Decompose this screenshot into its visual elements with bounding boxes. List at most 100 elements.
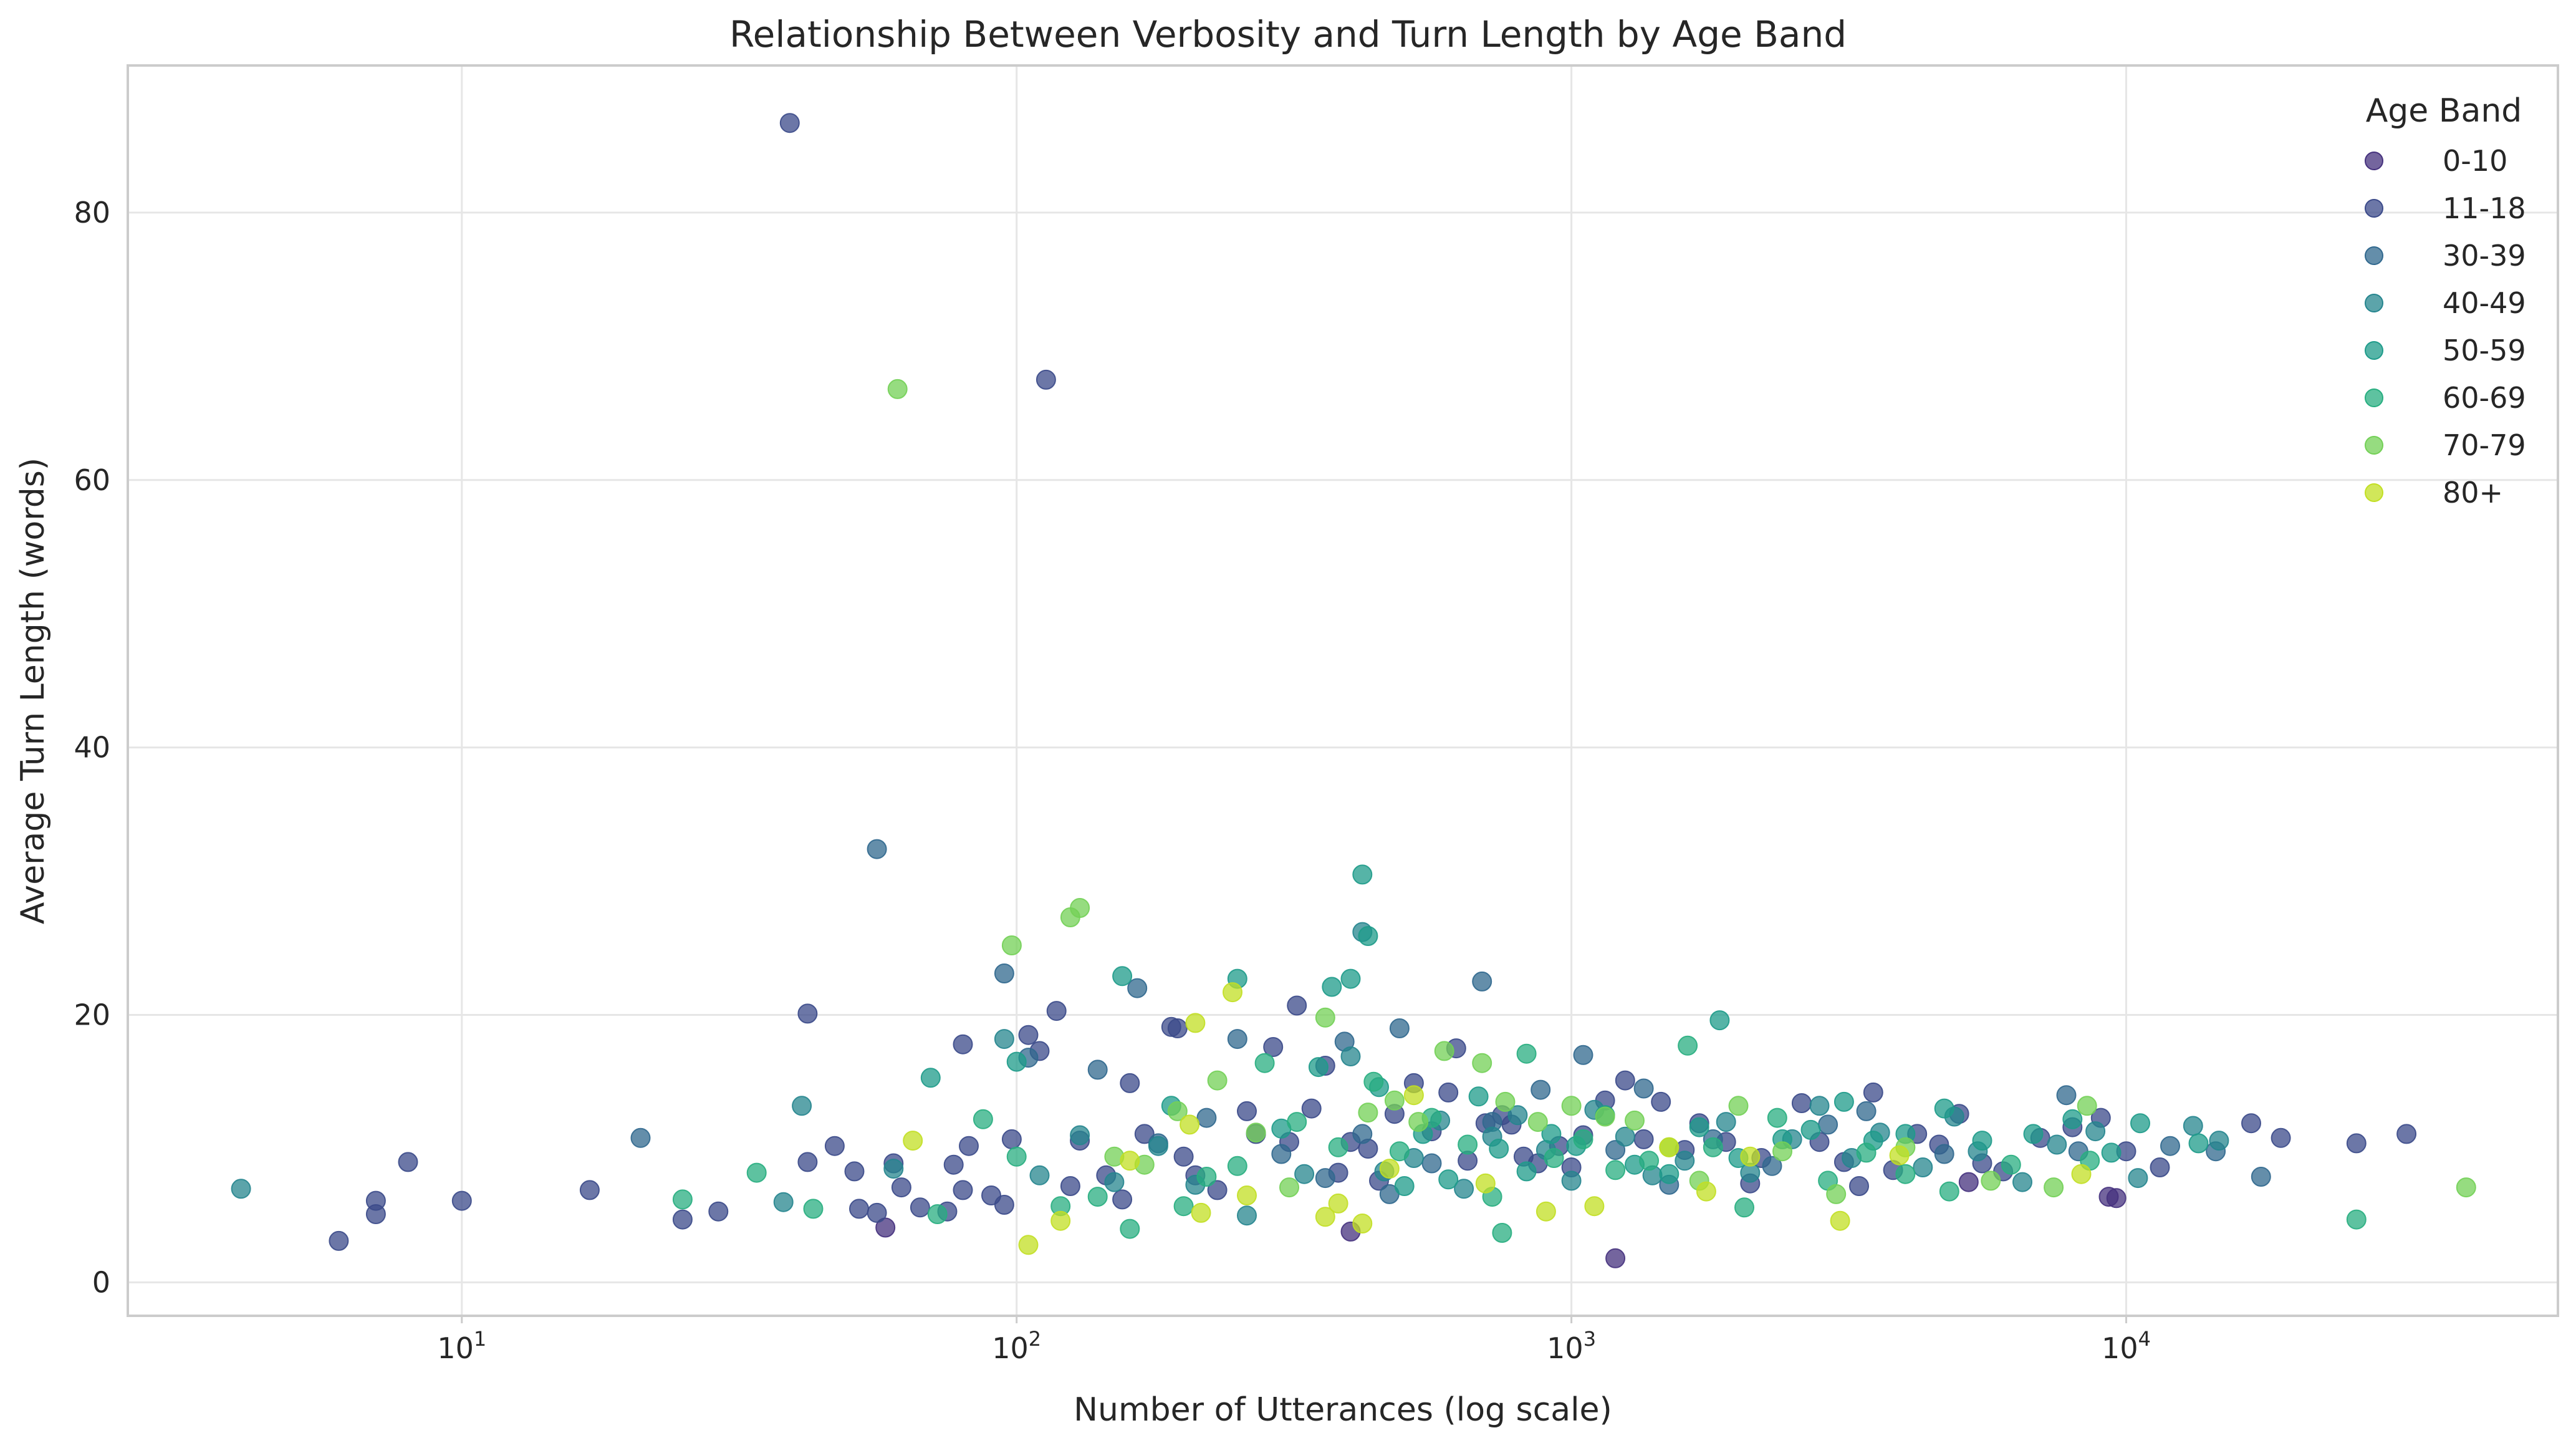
data-point [1173,1196,1194,1217]
data-point [1070,1125,1090,1146]
data-point [1087,1059,1108,1080]
x-tick-label: 101 [437,1327,486,1365]
data-points [231,113,2476,1268]
data-point [1006,1146,1027,1167]
data-point [875,1217,896,1238]
data-point [1492,1223,1512,1243]
x-tick-label: 102 [992,1327,1041,1365]
data-point [1818,1114,1838,1135]
legend-item: 70-79 [2365,428,2526,462]
data-point [1294,1164,1315,1184]
data-point [1120,1219,1140,1239]
data-point [920,1068,941,1088]
data-point [1434,1041,1454,1061]
data-point [2071,1164,2092,1184]
data-point [1939,1181,1959,1202]
data-point [746,1162,767,1183]
y-axis-ticks: 0 20 40 60 80 [74,196,110,1300]
y-tick-label: 0 [92,1265,110,1299]
data-point [1018,1025,1039,1045]
data-point [994,1029,1014,1050]
legend-label: 70-79 [2443,428,2526,462]
data-point [1536,1201,1556,1222]
data-point [1352,1124,1373,1144]
data-point [2044,1177,2064,1198]
data-point [2001,1154,2021,1175]
data-point [1584,1196,1605,1217]
data-point [1454,1179,1474,1199]
legend-label: 11-18 [2443,191,2526,225]
data-point [1889,1145,1910,1166]
data-point [1633,1078,1654,1099]
data-point [1475,1173,1496,1194]
legend-item: 80+ [2365,476,2503,509]
data-point [2150,1157,2170,1177]
data-point [630,1127,651,1148]
legend-label: 60-69 [2443,381,2526,415]
data-point [779,113,800,133]
data-point [1087,1187,1108,1207]
y-tick-label: 80 [74,196,110,229]
legend-label: 80+ [2443,476,2503,509]
data-point [1625,1110,1645,1131]
data-point [1675,1151,1695,1171]
data-point [943,1154,964,1175]
data-point [1207,1070,1228,1091]
data-point [994,963,1014,983]
legend-marker [2365,199,2383,218]
data-point [2101,1142,2122,1163]
y-tick-label: 40 [74,731,110,765]
data-point [1120,1073,1140,1093]
grid-lines [128,65,2558,1316]
data-point [672,1209,693,1230]
data-point [2062,1109,2083,1129]
data-point [803,1199,824,1219]
legend-item: 50-59 [2365,334,2526,367]
data-point [1352,1214,1373,1233]
data-point [579,1180,600,1200]
data-point [1981,1170,2001,1191]
data-point [1403,1085,1424,1106]
legend-marker [2365,483,2383,502]
data-point [1254,1053,1275,1073]
data-point [1389,1141,1410,1162]
legend-title: Age Band [2366,92,2522,130]
data-point [398,1152,418,1172]
x-axis-ticks: 101 102 103 104 [437,1316,2151,1365]
series-30-39 [630,839,2271,1204]
data-point [1167,1018,1188,1038]
data-point [1263,1037,1284,1057]
data-point [883,1159,904,1179]
data-point [773,1192,794,1212]
data-point [2271,1127,2291,1148]
data-point [2106,1188,2127,1209]
data-point [1358,1103,1378,1123]
series-40-49 [231,922,2229,1226]
data-point [1301,1098,1322,1119]
data-point [927,1204,948,1224]
data-point [1046,1001,1067,1021]
data-point [1315,1007,1335,1028]
data-point [1227,1156,1247,1176]
data-point [1104,1172,1125,1192]
data-point [1352,864,1373,885]
data-point [1495,1091,1516,1112]
data-point [1287,995,1307,1016]
data-point [1856,1142,1877,1163]
data-point [1472,1053,1492,1073]
data-point [1050,1210,1071,1231]
data-point [1394,1176,1415,1196]
data-point [1913,1157,1933,1177]
data-point [1340,968,1361,989]
data-point [1651,1091,1671,1112]
data-point [1237,1185,1257,1205]
data-point [1507,1105,1528,1126]
data-point [1001,1129,1022,1149]
data-point [1734,1197,1754,1218]
data-point [1527,1112,1548,1132]
data-point [1379,1159,1400,1179]
data-point [1639,1151,1660,1171]
x-tick-label: 104 [2102,1327,2151,1365]
data-point [1856,1101,1877,1121]
data-point [1659,1164,1680,1184]
